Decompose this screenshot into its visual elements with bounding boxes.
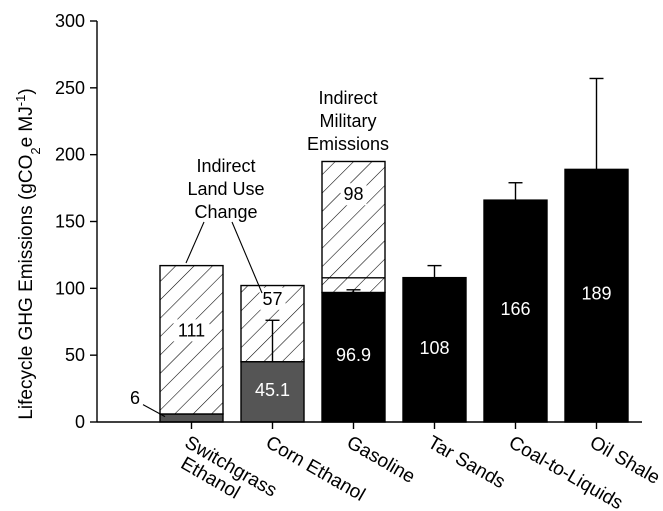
- y-tick-label: 300: [55, 11, 85, 31]
- bar-4-segment-0: [483, 199, 548, 423]
- bar-2-segment-1: [321, 160, 386, 294]
- land-use-leader-line: [185, 221, 205, 264]
- y-axis-label-text: Lifecycle GHG Emissions (gCO2e MJ-1): [13, 88, 43, 419]
- label-background: [173, 319, 210, 342]
- land-use-annotation: Indirect: [196, 156, 255, 176]
- bar-0-segment-0: [159, 413, 224, 423]
- x-category-label: Tar Sands: [424, 432, 509, 493]
- label-leader-line: [142, 404, 166, 418]
- value-label: 166: [500, 299, 530, 319]
- direct-emissions-bar: [321, 291, 386, 423]
- y-tick-label: 100: [55, 278, 85, 298]
- value-label: 57: [262, 289, 282, 309]
- value-label: 96.9: [336, 345, 371, 365]
- value-label: 108: [419, 338, 449, 358]
- y-tick-label: 150: [55, 212, 85, 232]
- y-tick-label: 250: [55, 78, 85, 98]
- label-background: [340, 183, 367, 206]
- bar-2-segment-0: [321, 291, 386, 423]
- value-label: 111: [178, 320, 205, 340]
- value-label: 98: [343, 184, 363, 204]
- land-use-annotation: Land Use: [187, 179, 264, 199]
- y-tick-label: 0: [75, 412, 85, 432]
- direct-emissions-bar: [483, 199, 548, 423]
- value-label: 45.1: [255, 380, 290, 400]
- military-annotation: Military: [320, 111, 377, 131]
- annotations-layer: 111 6 57 45.1 98 96.9 108 166 189 Indirect Land Us…: [130, 88, 612, 418]
- bars-layer: [159, 77, 629, 423]
- land-use-annotation: Change: [194, 202, 257, 222]
- value-label: 6: [130, 388, 140, 408]
- military-annotation: Emissions: [307, 134, 389, 154]
- label-background: [259, 287, 286, 310]
- direct-emissions-bar: [159, 413, 224, 423]
- land-use-leader-line: [231, 221, 263, 294]
- bar-3-segment-0: [402, 276, 467, 423]
- military-annotation: Indirect: [318, 88, 377, 108]
- indirect-emissions-bar: [321, 160, 386, 294]
- y-tick-label: 200: [55, 145, 85, 165]
- y-axis-label: Lifecycle GHG Emissions (gCO2e MJ-1): [13, 88, 43, 419]
- y-tick-label: 50: [65, 345, 85, 365]
- direct-emissions-bar: [402, 276, 467, 423]
- bar-5-segment-0: [564, 168, 629, 423]
- direct-emissions-bar: [564, 168, 629, 423]
- value-label: 189: [581, 284, 611, 304]
